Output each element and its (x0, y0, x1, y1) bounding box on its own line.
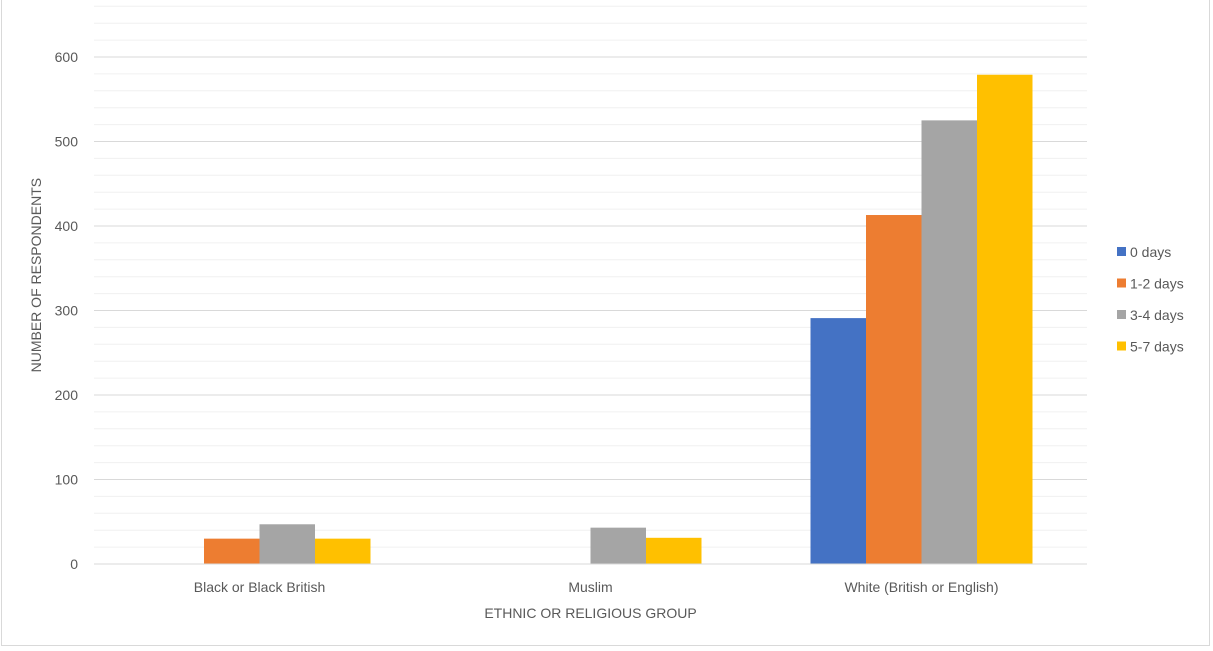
bar (590, 527, 646, 564)
bar (921, 120, 977, 564)
bar (810, 318, 866, 564)
x-axis-ticks: Black or Black British Muslim White (Briti… (194, 579, 999, 595)
legend-label: 0 days (1130, 244, 1171, 260)
legend-label: 5-7 days (1130, 339, 1184, 355)
bar (259, 524, 315, 564)
bar (646, 537, 702, 564)
legend-label: 3-4 days (1130, 307, 1184, 323)
y-tick-label: 200 (55, 387, 79, 403)
y-tick-label: 0 (70, 556, 78, 572)
x-axis-label: ETHNIC OR RELIGIOUS GROUP (484, 605, 696, 621)
bars (204, 74, 1033, 565)
y-axis-ticks: 0 100 200 300 400 500 600 (55, 49, 79, 572)
legend: 0 days 1-2 days 3-4 days 5-7 days (1117, 244, 1184, 355)
bar (315, 538, 371, 564)
bar (977, 74, 1033, 565)
y-tick-label: 600 (55, 49, 79, 65)
y-tick-label: 500 (55, 134, 79, 150)
x-tick-label: Black or Black British (194, 579, 325, 595)
legend-label: 1-2 days (1130, 276, 1184, 292)
legend-swatch (1117, 341, 1126, 351)
y-tick-label: 400 (55, 218, 79, 234)
y-tick-label: 100 (55, 472, 79, 488)
x-tick-label: Muslim (568, 579, 612, 595)
legend-swatch (1117, 247, 1126, 256)
y-axis-label: NUMBER OF RESPONDENTS (28, 178, 44, 372)
y-tick-label: 300 (55, 303, 79, 319)
bar (866, 215, 922, 564)
x-tick-label: White (British or English) (844, 579, 998, 595)
bar (204, 538, 260, 564)
legend-swatch (1117, 310, 1126, 319)
legend-swatch (1117, 278, 1126, 288)
